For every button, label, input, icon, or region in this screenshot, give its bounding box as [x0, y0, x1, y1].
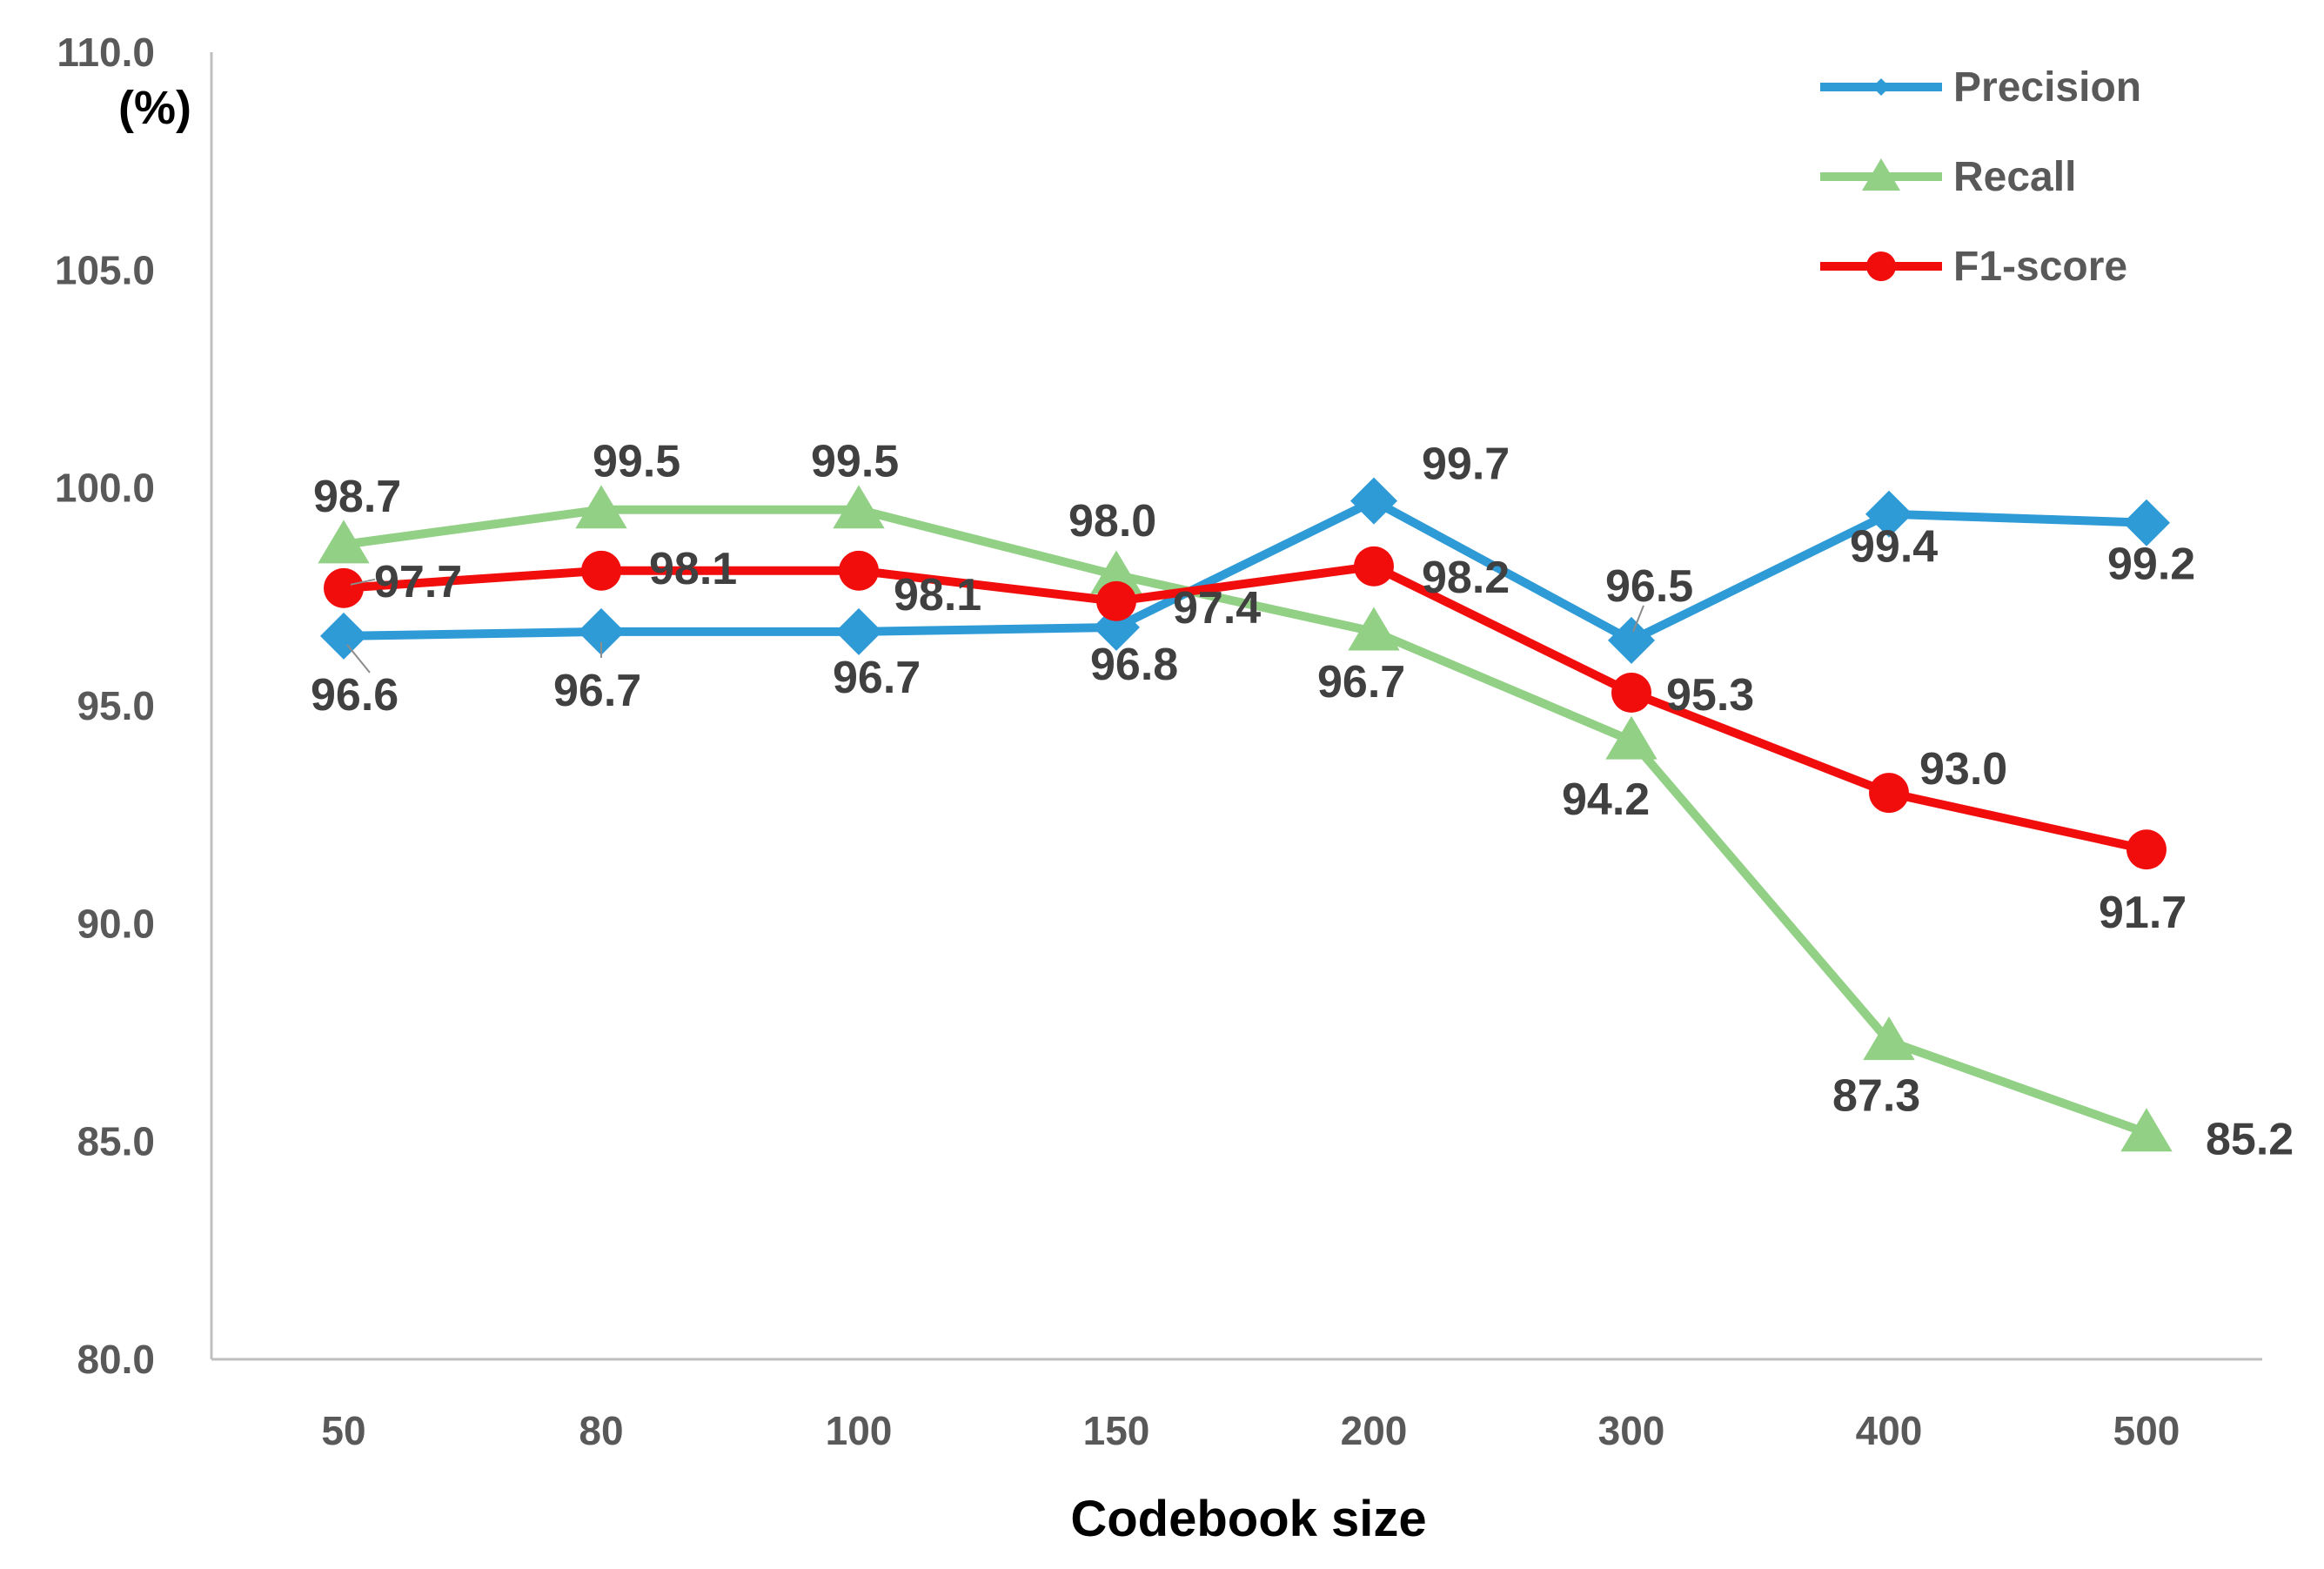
leader-line: [350, 578, 376, 586]
point-recall: [833, 485, 885, 529]
leader-line: [1632, 605, 1644, 633]
series-line-precision: [343, 496, 2147, 645]
series-layer: [318, 477, 2173, 1152]
axes: [210, 52, 2262, 1361]
x-axis-title: Codebook size: [1070, 1491, 1426, 1547]
data-label-recall: 87.3: [1832, 1071, 1920, 1122]
legend-marker: [1872, 78, 1890, 96]
series-line-f1-score: [343, 561, 2148, 855]
data-label-recall: 99.5: [593, 437, 680, 487]
y-tick-label: 105.0: [55, 247, 155, 292]
legend-marker: [1862, 158, 1900, 191]
data-label-recall: 98.7: [313, 472, 401, 522]
legend-item-precision: Precision: [1820, 64, 2141, 111]
point-recall: [1090, 550, 1142, 594]
point-f1-score: [839, 550, 879, 591]
data-label-f1-score: 93.0: [1919, 744, 2007, 795]
y-tick-labels: 80.0 85.0 90.0 95.0 100.0 105.0 110.0: [55, 30, 155, 1382]
point-precision: [1608, 616, 1655, 664]
point-recall: [1348, 607, 1400, 651]
series-recall: [318, 485, 2173, 1152]
point-recall: [575, 485, 627, 529]
data-label-precision: 96.6: [311, 670, 398, 721]
data-label-f1-score: 98.2: [1422, 553, 1510, 603]
point-recall: [2120, 1108, 2173, 1152]
data-label-f1-score: 98.1: [649, 544, 737, 594]
x-tick-label: 500: [2113, 1408, 2180, 1453]
point-recall: [1605, 715, 1658, 760]
point-recall: [1863, 1016, 1915, 1061]
data-label-f1-score: 98.1: [894, 570, 981, 620]
point-precision: [578, 607, 625, 655]
x-tick-label: 400: [1856, 1408, 1923, 1453]
point-precision: [320, 612, 367, 660]
series-f1-score: [324, 546, 2167, 870]
point-precision: [1865, 490, 1912, 538]
x-tick-label: 50: [321, 1408, 365, 1453]
data-labels-layer: 96.6 96.7 96.7 96.8 99.7 96.5 99.4 99.2 98.7 99.5…: [311, 437, 2294, 1165]
data-label-f1-score: 95.3: [1666, 670, 1754, 721]
point-f1-score: [1869, 773, 1909, 814]
x-tick-label: 80: [579, 1408, 623, 1453]
legend-marker: [1866, 251, 1896, 281]
y-tick-label: 110.0: [57, 30, 155, 75]
data-label-recall: 94.2: [1562, 774, 1650, 825]
legend-item-recall: Recall: [1820, 154, 2076, 200]
data-label-recall: 98.0: [1068, 496, 1156, 546]
y-tick-label: 100.0: [55, 466, 155, 511]
legend-label: Recall: [1953, 154, 2076, 200]
point-precision: [2123, 499, 2170, 546]
data-label-precision: 99.2: [2107, 540, 2195, 590]
data-label-precision: 96.5: [1605, 561, 1693, 612]
point-recall: [318, 520, 370, 564]
x-tick-label: 300: [1598, 1408, 1665, 1453]
data-label-recall: 99.5: [811, 437, 899, 487]
x-tick-label: 100: [826, 1408, 893, 1453]
data-label-precision: 96.8: [1090, 640, 1178, 690]
point-f1-score: [1354, 546, 1394, 587]
point-precision: [835, 607, 882, 655]
data-label-precision: 99.4: [1850, 522, 1938, 573]
y-tick-label: 95.0: [77, 683, 155, 728]
data-label-precision: 96.7: [833, 653, 921, 703]
series-line-recall: [343, 505, 2148, 1137]
x-tick-label: 200: [1341, 1408, 1408, 1453]
data-label-precision: 96.7: [553, 666, 641, 716]
legend-item-f1-score: F1-score: [1820, 244, 2127, 290]
y-tick-label: 90.0: [77, 901, 155, 946]
data-label-f1-score: 97.7: [374, 557, 462, 607]
y-axis-unit-label: (%): [118, 82, 191, 134]
data-label-f1-score: 97.4: [1173, 583, 1261, 634]
y-tick-label: 80.0: [77, 1337, 155, 1382]
legend-label: F1-score: [1953, 244, 2127, 290]
leader-line: [346, 644, 371, 674]
point-f1-score: [1096, 580, 1136, 621]
series-precision: [320, 477, 2170, 664]
x-tick-labels: 50 80 100 150 200 300 400 500: [321, 1408, 2180, 1453]
y-tick-label: 85.0: [77, 1119, 155, 1164]
point-f1-score: [2126, 829, 2167, 870]
data-label-recall: 85.2: [2206, 1115, 2294, 1165]
point-f1-score: [1611, 673, 1651, 713]
data-label-recall: 96.7: [1317, 657, 1405, 707]
point-f1-score: [324, 567, 364, 608]
point-precision: [1350, 477, 1397, 525]
point-f1-score: [581, 550, 621, 591]
x-tick-label: 150: [1083, 1408, 1150, 1453]
legend-label: Precision: [1953, 64, 2141, 111]
data-label-precision: 99.7: [1422, 439, 1510, 490]
data-label-f1-score: 91.7: [2099, 888, 2187, 938]
legend: Precision Recall F1-score: [1820, 64, 2141, 290]
